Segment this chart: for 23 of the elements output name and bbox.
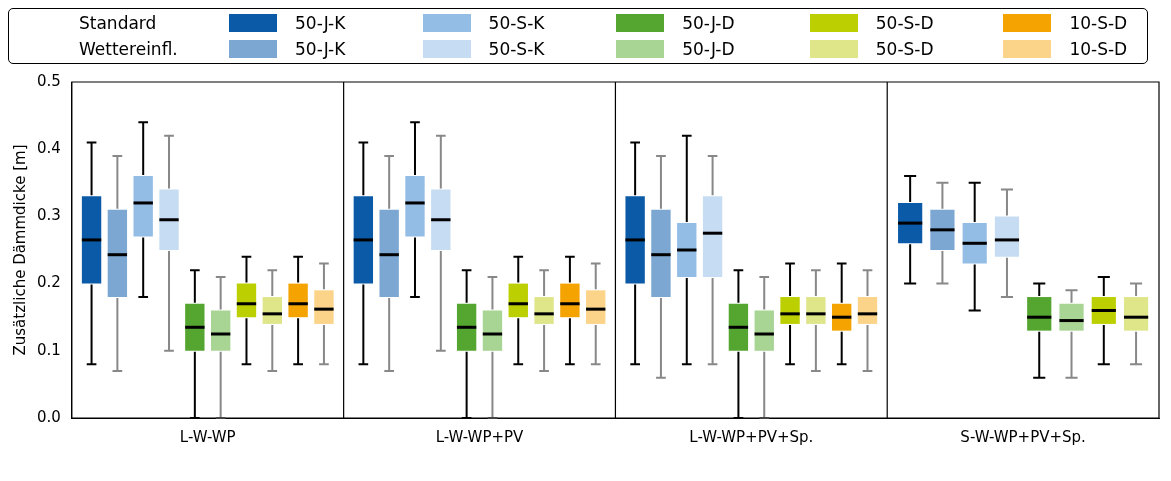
x-tick-label: S-W-WP+PV+Sp. xyxy=(960,427,1086,446)
legend-label: 50-J-K xyxy=(295,13,346,33)
x-tick-label: L-W-WP xyxy=(179,427,236,446)
legend-label: 10-S-D xyxy=(1069,39,1128,59)
legend-label: 50-J-K xyxy=(295,39,346,59)
x-tick-label: L-W-WP+PV+Sp. xyxy=(689,427,814,446)
text: Standard xyxy=(78,13,158,33)
y-tick-label: 0.0 xyxy=(37,407,61,426)
x-tick-label: L-W-WP+PV xyxy=(435,427,525,446)
y-tick-label: 0.1 xyxy=(37,340,61,359)
legend-label: 50-J-D xyxy=(682,13,735,33)
legend-label: 50-S-K xyxy=(488,39,545,59)
legend-label: 50-S-K xyxy=(488,13,545,33)
legend-label: 50-S-D xyxy=(875,39,934,59)
text: Wettereinfl. xyxy=(78,39,178,59)
y-tick-label: 0.4 xyxy=(37,139,61,158)
y-axis-title: Zusätzliche Dämmdicke [m] xyxy=(10,144,29,356)
legend-label: 50-J-D xyxy=(682,39,735,59)
y-tick-label: 0.3 xyxy=(37,206,61,225)
y-tick-label: 0.2 xyxy=(37,273,61,292)
y-tick-label: 0.5 xyxy=(37,71,61,90)
legend-label: 10-S-D xyxy=(1069,13,1128,33)
legend-label: 50-S-D xyxy=(875,13,934,33)
